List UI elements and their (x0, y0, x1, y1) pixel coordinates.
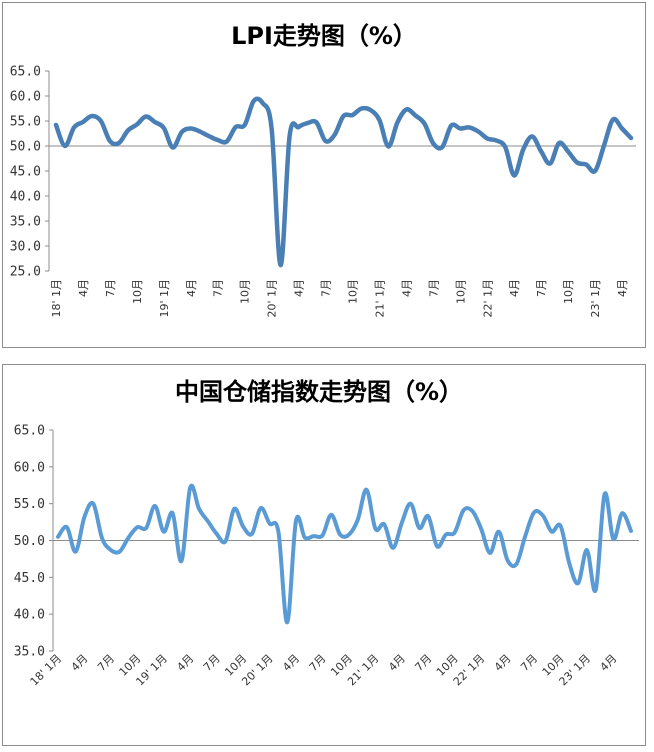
x-tick-label: 10月 (131, 279, 144, 304)
chart-title: 中国仓储指数走势图（%） (175, 378, 463, 406)
x-tick-label: 7月 (307, 652, 329, 674)
y-axis: 65.0 60.0 55.0 50.0 45.0 40.0 35.0 (14, 424, 53, 660)
x-tick-label: 4月 (386, 652, 408, 674)
x-tick-label: 4月 (598, 652, 620, 674)
x-tick-label: 4月 (69, 652, 91, 674)
x-tick-label: 7月 (412, 652, 434, 674)
warehouse-chart-panel: 中国仓储指数走势图（%） 65.0 60.0 55.0 50.0 45.0 40.0 35.… (2, 364, 646, 746)
y-tick-label: 60.0 (14, 460, 45, 475)
x-tick-label: 10月 (454, 279, 467, 304)
y-tick-label: 40.0 (14, 608, 45, 623)
y-tick-label: 45.0 (14, 571, 45, 586)
x-tick-label: 7月 (535, 279, 548, 297)
y-tick-label: 55.0 (14, 497, 45, 512)
x-tick-label: 18' 1月 (50, 279, 63, 318)
y-tick-label: 65.0 (10, 65, 41, 80)
x-tick-label: 7月 (212, 279, 225, 297)
series-line (56, 483, 633, 625)
chart-title: LPI走势图（%） (231, 22, 417, 50)
lpi-chart: LPI走势图（%） 65.0 60.0 55.0 50.0 45.0 40.0 35.0 30… (10, 22, 636, 318)
y-tick-label: 60.0 (10, 90, 41, 105)
x-tick-label: 7月 (518, 652, 540, 674)
x-tick-label: 4月 (492, 652, 514, 674)
y-tick-label: 35.0 (14, 645, 45, 660)
y-tick-label: 50.0 (14, 534, 45, 549)
x-tick-label: 7月 (104, 279, 117, 297)
x-tick-label: 7月 (320, 279, 333, 297)
x-axis: 18' 1月 4月 7月 10月 19' 1月 4月 7月 10月 20' 1月 4月 7月 10月 2… (50, 279, 629, 318)
x-tick-label: 10月 (562, 279, 575, 304)
y-tick-label: 55.0 (10, 115, 41, 130)
x-tick-label: 4月 (185, 279, 198, 297)
x-tick-label: 10月 (346, 279, 359, 304)
x-tick-label: 22' 1月 (481, 279, 494, 318)
warehouse-index-chart: 中国仓储指数走势图（%） 65.0 60.0 55.0 50.0 45.0 40.0 35.… (14, 378, 639, 688)
x-tick-label: 4月 (174, 652, 196, 674)
x-tick-label: 21' 1月 (373, 279, 386, 318)
x-tick-label: 4月 (400, 279, 413, 297)
y-tick-label: 45.0 (10, 165, 41, 180)
x-tick-label: 4月 (616, 279, 629, 297)
x-tick-label: 7月 (201, 652, 223, 674)
x-tick-label: 4月 (77, 279, 90, 297)
y-tick-label: 35.0 (10, 215, 41, 230)
x-tick-label: 4月 (293, 279, 306, 297)
x-tick-label: 4月 (508, 279, 521, 297)
y-tick-label: 50.0 (10, 140, 41, 155)
x-tick-label: 20' 1月 (266, 279, 279, 318)
x-tick-label: 4月 (280, 652, 302, 674)
x-tick-label: 7月 (95, 652, 117, 674)
x-tick-label: 10月 (239, 279, 252, 304)
x-tick-label: 23' 1月 (589, 279, 602, 318)
lpi-chart-panel: LPI走势图（%） 65.0 60.0 55.0 50.0 45.0 40.0 35.0 30… (2, 2, 646, 348)
x-tick-label: 7月 (427, 279, 440, 297)
y-axis: 65.0 60.0 55.0 50.0 45.0 40.0 35.0 30.0 25.0 (10, 65, 49, 280)
series-line (53, 96, 634, 268)
y-tick-label: 65.0 (14, 424, 45, 439)
x-tick-label: 19' 1月 (158, 279, 171, 318)
y-tick-label: 40.0 (10, 190, 41, 205)
y-tick-label: 30.0 (10, 240, 41, 255)
y-tick-label: 25.0 (10, 265, 41, 280)
